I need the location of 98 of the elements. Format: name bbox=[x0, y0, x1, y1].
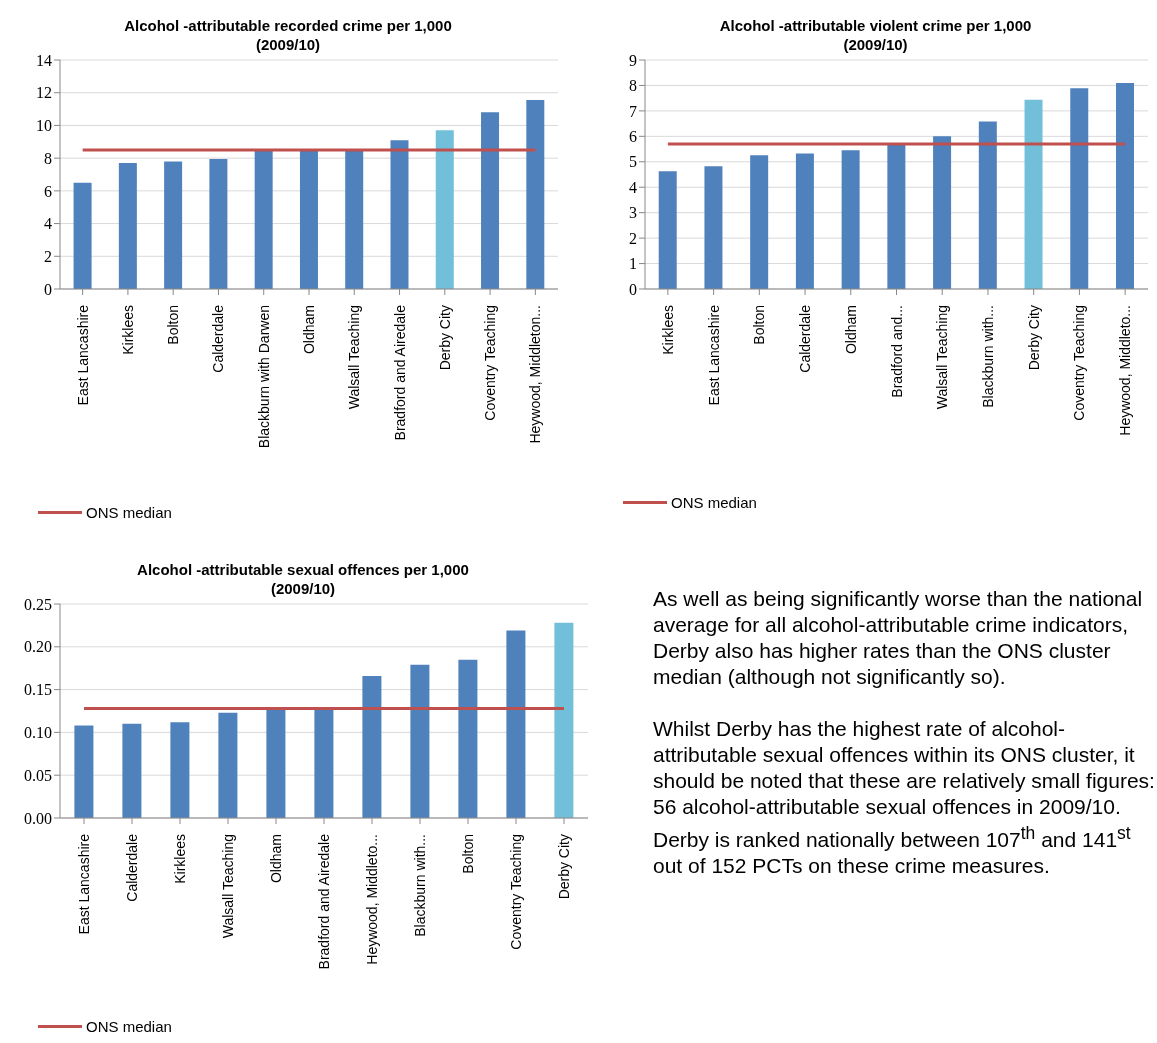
x-tick-label: Walsall Teaching bbox=[934, 305, 951, 410]
bar bbox=[458, 659, 478, 818]
y-tick-label: 4 bbox=[629, 178, 637, 196]
y-tick-label: 0.25 bbox=[24, 595, 52, 613]
y-tick-label: 2 bbox=[44, 247, 52, 265]
bar bbox=[390, 140, 409, 289]
y-tick-label: 14 bbox=[36, 51, 52, 69]
bar bbox=[481, 112, 500, 289]
bar bbox=[704, 166, 723, 289]
x-tick-label: East Lancashire bbox=[76, 833, 92, 935]
text: As well as being significantly worse than the national average for all alcohol-attributable crime indicators, Derby also has higher rates than the ONS cluster median (although not significantly so). bbox=[653, 586, 1144, 690]
x-tick-label: Blackburn with... bbox=[979, 305, 996, 408]
bar bbox=[266, 709, 286, 818]
x-tick-label: Kirklees bbox=[659, 305, 676, 355]
bar bbox=[74, 725, 94, 818]
bar bbox=[345, 149, 364, 289]
x-tick-label: Oldham bbox=[268, 834, 284, 884]
x-tick-label: Walsall Teaching bbox=[346, 305, 363, 410]
chart-title: Alcohol -attributable violent crime per 1,000 (2009/10) bbox=[719, 17, 1032, 53]
bar bbox=[170, 722, 190, 818]
y-tick-label: 1 bbox=[629, 255, 637, 273]
bar bbox=[554, 622, 574, 818]
x-tick-label: Calderdale bbox=[124, 833, 140, 902]
bar bbox=[978, 121, 997, 289]
bar bbox=[795, 153, 814, 289]
x-tick-label: Coventry Teaching bbox=[1071, 305, 1088, 421]
x-tick-label: Heywood, Middleton... bbox=[527, 305, 544, 444]
x-tick-label: Kirklees bbox=[172, 834, 188, 884]
x-tick-label: Derby City bbox=[1025, 305, 1042, 371]
legend-label: ONS median bbox=[85, 1018, 172, 1035]
bar bbox=[887, 143, 906, 289]
bar bbox=[1070, 88, 1089, 289]
x-tick-label: Bolton bbox=[165, 305, 182, 345]
x-tick-label: Oldham bbox=[301, 305, 317, 355]
bar bbox=[1115, 82, 1134, 289]
bar bbox=[254, 149, 273, 289]
bar bbox=[118, 163, 137, 289]
x-tick-label: East Lancashire bbox=[74, 304, 91, 406]
y-tick-label: 12 bbox=[36, 84, 52, 102]
x-tick-label: Bradford and... bbox=[888, 305, 905, 398]
y-tick-label: 0 bbox=[629, 280, 637, 298]
y-tick-label: 2 bbox=[629, 229, 637, 247]
bar bbox=[506, 630, 526, 818]
bar bbox=[526, 100, 545, 289]
y-tick-label: 0 bbox=[44, 280, 52, 298]
chart-title: Alcohol -attributable sexual offences per 1,000 (2009/10) bbox=[137, 561, 469, 597]
x-tick-label: Bolton bbox=[460, 834, 476, 874]
x-tick-label: East Lancashire bbox=[705, 304, 722, 406]
bar bbox=[314, 709, 334, 818]
x-tick-label: Walsall Teaching bbox=[220, 834, 236, 939]
bar bbox=[410, 664, 430, 818]
bar bbox=[658, 171, 677, 289]
bar bbox=[435, 130, 454, 289]
y-tick-label: 4 bbox=[44, 215, 52, 233]
legend-label: ONS median bbox=[670, 494, 757, 511]
y-tick-label: 3 bbox=[629, 204, 637, 222]
y-tick-label: 6 bbox=[44, 182, 52, 200]
bar bbox=[218, 712, 238, 818]
x-tick-label: Derby City bbox=[436, 305, 453, 371]
y-tick-label: 5 bbox=[629, 153, 637, 171]
y-tick-label: 10 bbox=[36, 117, 52, 135]
y-tick-label: 7 bbox=[629, 102, 637, 120]
bar bbox=[73, 182, 92, 289]
legend-label: ONS median bbox=[85, 504, 172, 521]
x-tick-label: Bolton bbox=[751, 305, 768, 345]
y-tick-label: 0.00 bbox=[24, 809, 52, 827]
x-tick-label: Oldham bbox=[842, 305, 859, 355]
x-tick-label: Blackburn with... bbox=[412, 834, 428, 937]
y-tick-label: 0.20 bbox=[24, 638, 52, 656]
x-tick-label: Blackburn with Darwen bbox=[255, 305, 272, 449]
bar bbox=[164, 161, 183, 289]
bar bbox=[933, 136, 952, 289]
x-tick-label: Calderdale bbox=[797, 304, 814, 373]
bar bbox=[750, 155, 769, 289]
x-tick-label: Bradford and Airedale bbox=[391, 304, 408, 441]
x-tick-label: Heywood, Middleto... bbox=[1117, 305, 1134, 436]
y-tick-label: 6 bbox=[629, 128, 637, 146]
y-tick-label: 0.10 bbox=[24, 724, 52, 742]
x-tick-label: Coventry Teaching bbox=[482, 305, 499, 421]
x-tick-label: Calderdale bbox=[210, 304, 227, 373]
y-tick-label: 0.05 bbox=[24, 766, 52, 784]
y-tick-label: 8 bbox=[44, 149, 52, 167]
bar bbox=[841, 150, 860, 289]
x-tick-label: Heywood, Middleto... bbox=[364, 834, 380, 965]
bar bbox=[209, 158, 228, 289]
y-tick-label: 0.15 bbox=[24, 681, 52, 699]
y-tick-label: 8 bbox=[629, 77, 637, 95]
text: Whilst Derby has the highest rate of alcohol-attributable sexual offences within its ONS cluster, it should be noted that these are relatively small figures: 56 alcohol-attributable sexual offences in 2009/10. Derby is ranked nationally between 107$^{th}$ and 141$^{st}$ out of 152 PCTs on these crime measures. bbox=[653, 717, 1155, 877]
x-tick-label: Bradford and Airedale bbox=[316, 833, 332, 970]
bar bbox=[1024, 99, 1043, 289]
bar bbox=[122, 723, 142, 818]
bar bbox=[362, 675, 382, 818]
x-tick-label: Derby City bbox=[556, 834, 572, 900]
x-tick-label: Coventry Teaching bbox=[508, 834, 524, 950]
x-tick-label: Kirklees bbox=[119, 305, 136, 355]
y-tick-label: 9 bbox=[629, 51, 637, 69]
chart-title: Alcohol -attributable recorded crime per 1,000 (2009/10) bbox=[124, 17, 452, 53]
bar bbox=[299, 149, 318, 289]
